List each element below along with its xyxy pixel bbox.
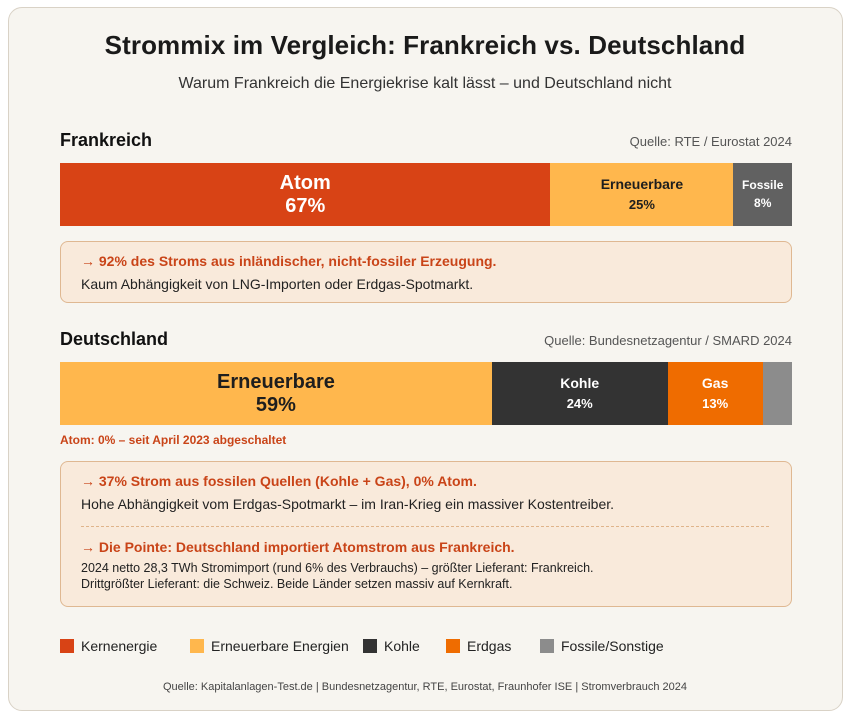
segment-value: 59% xyxy=(255,394,296,416)
page-title: Strommix im Vergleich: Frankreich vs. De… xyxy=(104,30,746,60)
legend-label: Erdgas xyxy=(467,638,512,654)
segment-value: 24% xyxy=(566,395,593,411)
legend-item-kernenergie: Kernenergie xyxy=(60,638,157,654)
legend-swatch xyxy=(363,639,377,653)
segment-label: Erneuerbare xyxy=(600,176,684,193)
france-info-box: → 92% des Stroms aus inländischer, nicht… xyxy=(60,241,792,303)
bar-segment-erneuerbare: Erneuerbare 25% xyxy=(550,163,734,226)
france-title: Frankreich xyxy=(60,130,153,150)
germany-title: Deutschland xyxy=(60,329,169,349)
segment-label: Kohle xyxy=(560,375,600,392)
legend-swatch xyxy=(190,639,204,653)
legend: Kernenergie Erneuerbare Energien Kohle E… xyxy=(60,638,800,656)
germany-source: Quelle: Bundesnetzagentur / SMARD 2024 xyxy=(544,333,792,348)
bar-segment-gas: Gas 13% xyxy=(667,362,763,425)
france-stacked-bar: Atom 67% Erneuerbare 25% Fossile 8% xyxy=(60,163,792,226)
germany-headline-import: → Die Pointe: Deutschland importiert Ato… xyxy=(81,539,515,555)
bar-segment-atom: Atom 67% xyxy=(60,163,551,226)
legend-swatch xyxy=(60,639,74,653)
france-source: Quelle: RTE / Eurostat 2024 xyxy=(629,134,792,149)
germany-stacked-bar: Erneuerbare 59% Kohle 24% Gas 13% xyxy=(60,362,792,425)
box-divider xyxy=(81,526,769,527)
legend-item-kohle: Kohle xyxy=(363,638,420,654)
bar-segment-kohle: Kohle 24% xyxy=(491,362,668,425)
segment-label: Atom xyxy=(279,172,331,194)
segment-label: Erneuerbare xyxy=(217,371,335,393)
legend-label: Erneuerbare Energien xyxy=(211,638,349,654)
legend-label: Kernenergie xyxy=(81,638,158,654)
germany-atom-note: Atom: 0% – seit April 2023 abgeschaltet xyxy=(60,433,287,447)
footer-source: Quelle: Kapitalanlagen-Test.de | Bundesn… xyxy=(162,681,688,693)
bar-segment-erneuerbare: Erneuerbare 59% xyxy=(60,362,492,425)
page-subtitle: Warum Frankreich die Energiekrise kalt l… xyxy=(178,75,672,92)
legend-label: Kohle xyxy=(384,638,420,654)
germany-info-box: → 37% Strom aus fossilen Quellen (Kohle … xyxy=(60,461,792,607)
germany-headline-fossil: → 37% Strom aus fossilen Quellen (Kohle … xyxy=(81,473,477,489)
segment-label: Gas xyxy=(701,375,729,392)
segment-value: 67% xyxy=(285,195,326,217)
segment-value: 8% xyxy=(754,196,772,210)
segment-value: 25% xyxy=(628,196,655,212)
legend-item-erneuerbare: Erneuerbare Energien xyxy=(190,638,349,654)
france-header: Frankreich Quelle: RTE / Eurostat 2024 xyxy=(60,130,792,154)
legend-swatch xyxy=(446,639,460,653)
bar-segment-fossile: Fossile 8% xyxy=(733,163,792,226)
bar-segment-sonstige xyxy=(762,362,792,425)
germany-text-import-1: 2024 netto 28,3 TWh Stromimport (rund 6%… xyxy=(81,561,594,575)
legend-swatch xyxy=(540,639,554,653)
segment-label: Fossile xyxy=(742,177,784,192)
germany-header: Deutschland Quelle: Bundesnetzagentur / … xyxy=(60,329,792,353)
france-headline: → 92% des Stroms aus inländischer, nicht… xyxy=(81,253,497,269)
france-text: Kaum Abhängigkeit von LNG-Importen oder … xyxy=(81,276,474,292)
segment-value: 13% xyxy=(702,395,729,411)
legend-item-fossile-sonstige: Fossile/Sonstige xyxy=(540,638,664,654)
legend-label: Fossile/Sonstige xyxy=(561,638,664,654)
germany-text-fossil: Hohe Abhängigkeit vom Erdgas-Spotmarkt –… xyxy=(81,496,615,512)
legend-item-erdgas: Erdgas xyxy=(446,638,511,654)
germany-text-import-2: Drittgrößter Lieferant: die Schweiz. Bei… xyxy=(81,577,513,591)
